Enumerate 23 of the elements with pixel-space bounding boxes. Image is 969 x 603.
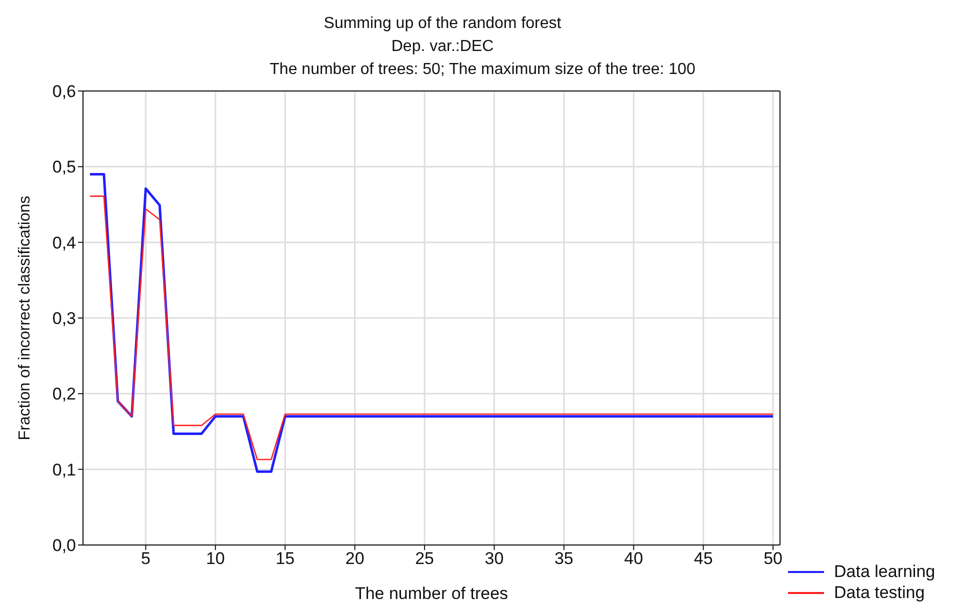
y-tick-label: 0,3 (52, 309, 76, 328)
y-axis-title: Fraction of incorrect classifications (16, 196, 34, 440)
x-tick-label: 20 (345, 549, 364, 568)
legend-label: Data testing (834, 582, 925, 602)
y-tick-label: 0,2 (52, 384, 76, 404)
x-tick-label: 10 (206, 549, 225, 568)
x-tick-label: 30 (484, 549, 504, 568)
x-tick-label: 35 (554, 549, 574, 568)
x-tick-label: 40 (624, 549, 644, 568)
chart-title: Summing up of the random forest (322, 14, 562, 34)
x-tick-label: 50 (764, 549, 782, 568)
x-tick-label: 45 (694, 549, 713, 568)
legend-label: Data learning (834, 562, 936, 582)
y-tick-label: 0,1 (52, 460, 76, 480)
y-tick-label: 0,4 (52, 233, 76, 252)
y-tick-label: 0,5 (52, 158, 76, 177)
x-tick-label: 25 (415, 549, 434, 568)
x-axis-title: The number of trees (354, 584, 508, 603)
x-tick-label: 5 (140, 549, 150, 568)
x-tick-label: 15 (276, 549, 295, 568)
chart-subtitle: Dep. var.:DEC The number of trees: 50; The maximum size of the tree: 100 (268, 37, 696, 80)
y-tick-label: 0,6 (52, 82, 76, 102)
y-tick-label: 0,0 (52, 536, 76, 556)
